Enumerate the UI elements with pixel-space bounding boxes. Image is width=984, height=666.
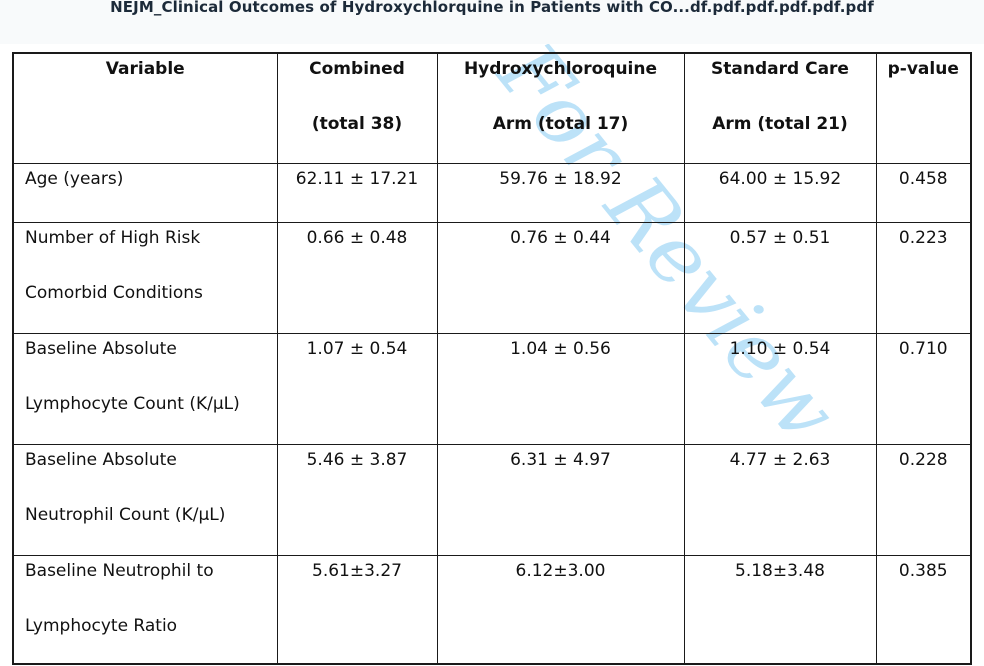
cell-line: 0.385 [898, 560, 948, 581]
cell-line: Comorbid Conditions [25, 282, 203, 303]
value-cell: 0.458 [875, 162, 972, 223]
cell-line: Lymphocyte Ratio [25, 615, 178, 636]
cell-line: 0.228 [898, 449, 948, 470]
cell-line: 0.76 ± 0.44 [510, 227, 611, 248]
cell-line: 0.223 [898, 227, 948, 248]
table-header: Variable Combined (total 38) Hydroxychloroq… [12, 52, 972, 164]
cell-line: (total 38) [311, 114, 403, 134]
cell-line: 64.00 ± 15.92 [718, 168, 842, 189]
value-cell: 0.66 ± 0.48 [276, 221, 438, 334]
value-cell: 62.11 ± 17.21 [276, 162, 438, 223]
value-cell: 0.76 ± 0.44 [436, 221, 685, 334]
value-cell: 0.57 ± 0.51 [683, 221, 877, 334]
column-header-2: Hydroxychloroquine Arm (total 17) [436, 52, 685, 164]
table-row-4: Baseline Neutrophil to Lymphocyte Ratio 5.… [12, 554, 972, 665]
value-cell: 5.46 ± 3.87 [276, 443, 438, 556]
cell-line: 62.11 ± 17.21 [295, 168, 419, 189]
value-cell: 0.228 [875, 443, 972, 556]
cell-line: Arm (total 17) [492, 114, 629, 134]
value-cell: 1.04 ± 0.56 [436, 332, 685, 445]
value-cell: 59.76 ± 18.92 [436, 162, 685, 223]
value-cell: 5.61±3.27 [276, 554, 438, 665]
variable-cell: Baseline Neutrophil to Lymphocyte Ratio [12, 554, 278, 665]
cell-line: Standard Care [711, 59, 849, 79]
cell-line: 1.07 ± 0.54 [306, 338, 408, 359]
column-header-1: Combined (total 38) [276, 52, 438, 164]
header-row: Variable Combined (total 38) Hydroxychloroq… [12, 52, 972, 164]
cell-line: 6.12±3.00 [515, 560, 606, 581]
table-body: Age (years) 62.11 ± 17.21 59.76 ± 18.92 64.… [12, 162, 972, 665]
cell-line: 4.77 ± 2.63 [729, 449, 831, 470]
value-cell: 64.00 ± 15.92 [683, 162, 877, 223]
value-cell: 4.77 ± 2.63 [683, 443, 877, 556]
value-cell: 0.710 [875, 332, 972, 445]
cell-line: 1.04 ± 0.56 [510, 338, 611, 359]
value-cell: 0.223 [875, 221, 972, 334]
value-cell: 6.12±3.00 [436, 554, 685, 665]
table-row-2: Baseline Absolute Lymphocyte Count (K/μL)… [12, 332, 972, 445]
variable-cell: Number of High Risk Comorbid Conditions [12, 221, 278, 334]
cell-line: 5.18±3.48 [735, 560, 825, 581]
cell-line: 0.66 ± 0.48 [306, 227, 408, 248]
cell-line: p-value [887, 59, 959, 79]
variable-cell: Age (years) [12, 162, 278, 223]
value-cell: 0.385 [875, 554, 972, 665]
value-cell: 6.31 ± 4.97 [436, 443, 685, 556]
cell-line: 1.10 ± 0.54 [729, 338, 831, 359]
table-row-1: Number of High Risk Comorbid Conditions 0.… [12, 221, 972, 334]
clinical-table-container: Variable Combined (total 38) Hydroxychloroq… [12, 52, 972, 665]
cell-line: Baseline Neutrophil to [25, 560, 214, 581]
cell-line: Neutrophil Count (K/μL) [25, 504, 226, 525]
cell-line: 0.57 ± 0.51 [729, 227, 831, 248]
cell-line: Hydroxychloroquine [463, 59, 658, 79]
variable-cell: Baseline Absolute Lymphocyte Count (K/μL) [12, 332, 278, 445]
value-cell: 1.07 ± 0.54 [276, 332, 438, 445]
cell-line: Number of High Risk [25, 227, 201, 248]
viewer-header: NEJM_Clinical Outcomes of Hydroxychlorqu… [0, 0, 984, 44]
cell-line: 0.458 [898, 168, 948, 189]
value-cell: 5.18±3.48 [683, 554, 877, 665]
cell-line: 59.76 ± 18.92 [499, 168, 622, 189]
table-row-3: Baseline Absolute Neutrophil Count (K/μL)… [12, 443, 972, 556]
cell-line: 0.710 [898, 338, 948, 359]
cell-line: 5.46 ± 3.87 [306, 449, 408, 470]
cell-line: Arm (total 21) [712, 114, 848, 134]
column-header-3: Standard Care Arm (total 21) [683, 52, 877, 164]
clinical-baseline-table: Variable Combined (total 38) Hydroxychloroq… [12, 52, 972, 665]
column-header-0: Variable [12, 52, 278, 164]
cell-line: Age (years) [25, 168, 124, 189]
cell-line: Baseline Absolute [25, 449, 177, 470]
cell-line: 6.31 ± 4.97 [510, 449, 611, 470]
variable-cell: Baseline Absolute Neutrophil Count (K/μL) [12, 443, 278, 556]
cell-line: Lymphocyte Count (K/μL) [25, 393, 240, 414]
document-title: NEJM_Clinical Outcomes of Hydroxychlorqu… [110, 0, 874, 16]
table-row-0: Age (years) 62.11 ± 17.21 59.76 ± 18.92 64.… [12, 162, 972, 223]
cell-line: 5.61±3.27 [312, 560, 402, 581]
cell-line: Combined [309, 59, 405, 79]
cell-line: Variable [105, 59, 185, 79]
cell-line: Baseline Absolute [25, 338, 177, 359]
value-cell: 1.10 ± 0.54 [683, 332, 877, 445]
column-header-4: p-value [875, 52, 972, 164]
